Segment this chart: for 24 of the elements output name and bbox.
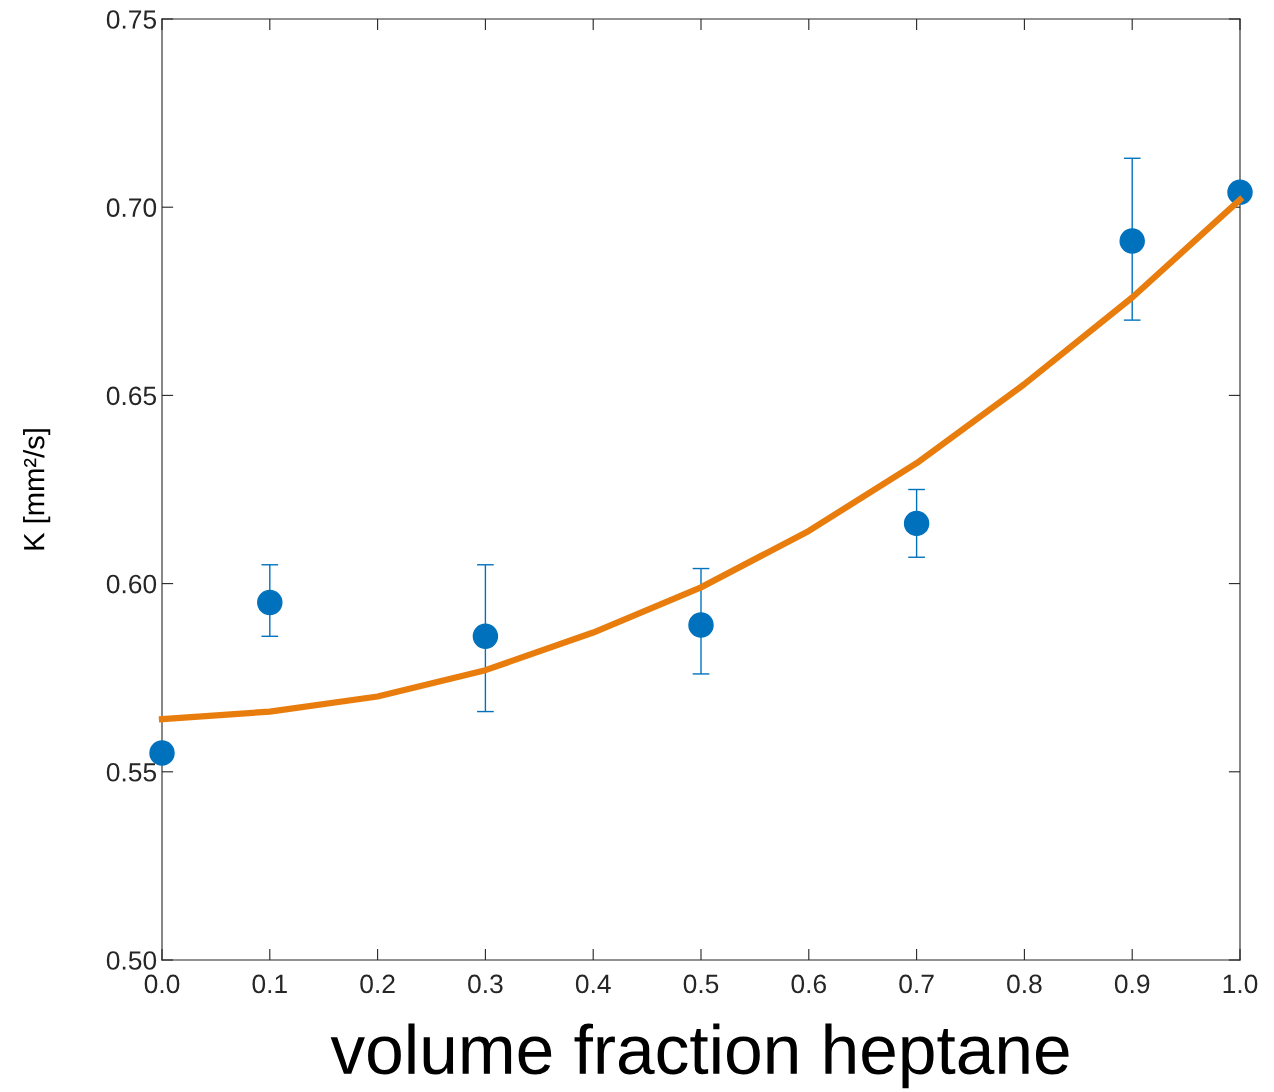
x-axis-title: volume fraction heptane [330, 1023, 1069, 1089]
y-tick-label: 0.75 [106, 10, 157, 29]
y-tick-label: 0.70 [106, 198, 157, 218]
x-tick-label: 0.1 [252, 974, 287, 994]
x-tick-label: 0.6 [791, 974, 826, 994]
x-tick-label: 0.2 [360, 974, 395, 994]
y-tick-label: 0.65 [106, 386, 157, 406]
y-axis-title: K [mm²/s] [23, 429, 51, 550]
x-tick-label: 0.8 [1007, 974, 1042, 994]
x-tick-label: 0.7 [899, 974, 934, 994]
y-tick-label: 0.60 [106, 574, 157, 594]
x-tick-label: 0.3 [468, 974, 503, 994]
x-tick-label: 0.4 [575, 974, 611, 994]
point [257, 589, 283, 616]
x-tick-label: 0.5 [683, 974, 719, 994]
point [472, 623, 499, 650]
x-tick-label: 0.0 [144, 974, 180, 994]
x-tick-label: 1.0 [1223, 974, 1258, 994]
point [688, 612, 714, 638]
point [1119, 228, 1145, 254]
x-tick-label: 0.9 [1114, 974, 1150, 994]
y-tick-label: 0.55 [106, 762, 157, 782]
y-tick-label: 0.50 [106, 951, 157, 970]
point [903, 510, 930, 537]
